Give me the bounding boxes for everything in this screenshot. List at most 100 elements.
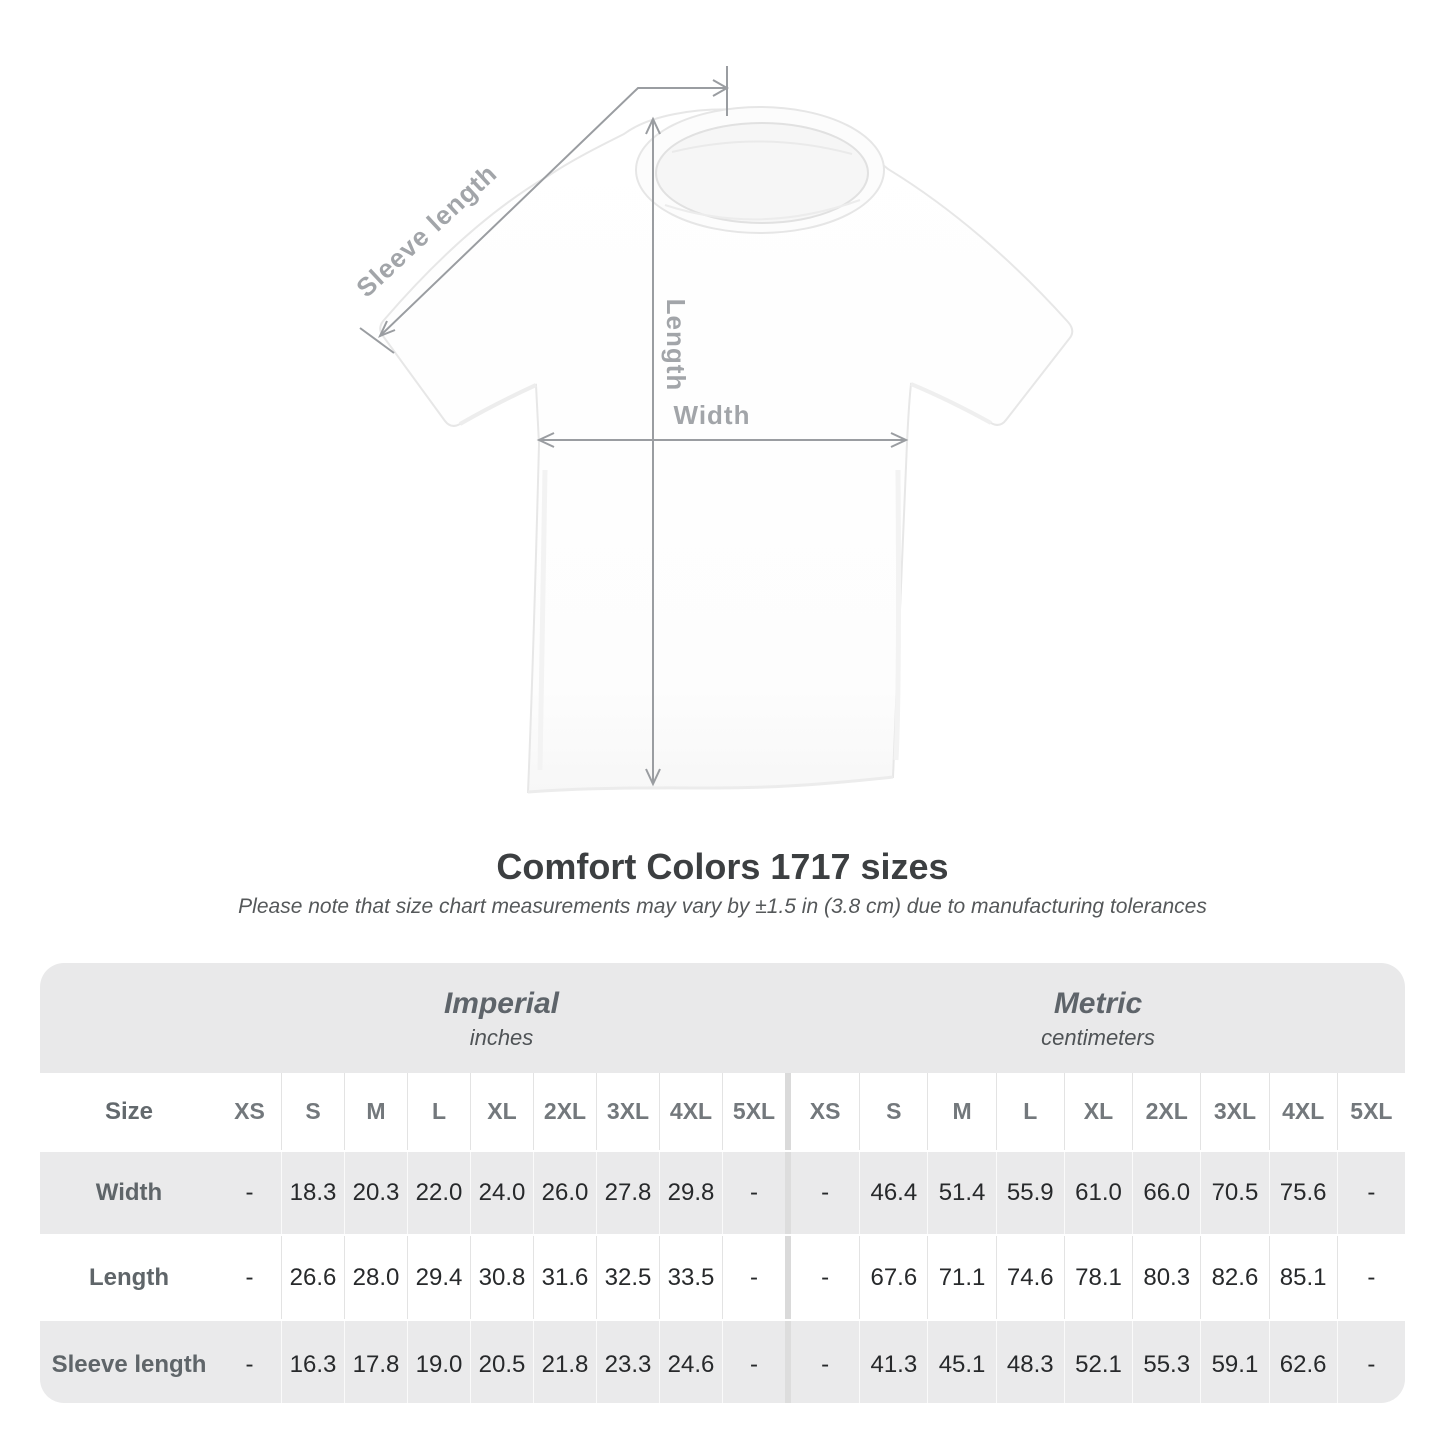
metric-value-cell: 5XL (1336, 1073, 1405, 1150)
tolerance-note: Please note that size chart measurements… (238, 895, 1207, 918)
imperial-value-cell: 33.5 (659, 1236, 722, 1319)
imperial-unit: inches (469, 1025, 534, 1050)
imperial-value-cell: 29.8 (659, 1152, 722, 1234)
sleeve-end-tick (359, 327, 395, 354)
metric-value-cell: 71.1 (927, 1236, 995, 1319)
metric-value-cell: 67.6 (859, 1236, 927, 1319)
table-row: Width -18.3 20.3 22.0 24.0 26.0 27.8 29.8- -46.4… (40, 1150, 1405, 1236)
imperial-value-cell: 20.3 (344, 1152, 407, 1234)
metric-value-cell: L (995, 1073, 1064, 1150)
arrow-down-icon (645, 768, 661, 787)
metric-value-cell: - (1336, 1321, 1405, 1403)
metric-value-cell: 3XL (1200, 1073, 1268, 1150)
arrow-left-icon (536, 432, 555, 448)
imperial-value-cell: XS (234, 1098, 265, 1124)
table-row: Length -26.6 28.0 29.4 30.8 31.6 32.5 33.5- -67.… (40, 1236, 1405, 1319)
arrow-right-icon (712, 79, 730, 97)
width-line (536, 432, 909, 448)
imperial-value-cell: 24.6 (659, 1321, 722, 1403)
metric-value-cell: 78.1 (1063, 1236, 1132, 1319)
metric-value-cell: 51.4 (927, 1152, 995, 1234)
section-divider (785, 1073, 791, 1150)
tshirt-figure-svg: Sleeve length Length Width (350, 66, 1074, 794)
arrow-down-left-icon (378, 320, 396, 338)
metric-value-cell: M (927, 1073, 995, 1150)
imperial-value-cell: - (245, 1179, 254, 1206)
imperial-value-cell: - (722, 1236, 785, 1319)
imperial-value-cell: 23.3 (596, 1321, 659, 1403)
imperial-value-cell: 22.0 (407, 1152, 470, 1234)
metric-value-cell: 85.1 (1268, 1236, 1337, 1319)
metric-value-cell: 80.3 (1132, 1236, 1200, 1319)
imperial-value-cell: 29.4 (407, 1236, 470, 1319)
metric-value-cell: XL (1063, 1073, 1132, 1150)
imperial-value-cell: XL (470, 1073, 533, 1150)
imperial-value-cell: 27.8 (596, 1152, 659, 1234)
imperial-value-cell: M (344, 1073, 407, 1150)
section-divider (785, 1152, 791, 1234)
arrow-up-icon (645, 116, 661, 135)
arrow-right-icon (890, 432, 909, 448)
imperial-value-cell: L (407, 1073, 470, 1150)
collar-opening (655, 122, 869, 224)
metric-value-cell: 74.6 (995, 1236, 1064, 1319)
imperial-value-cell: - (722, 1152, 785, 1234)
size-header-row: Size XS S M L XL 2XL 3XL 4XL 5XL XS S M L XL 2XL 3XL 4XL 5… (40, 1073, 1405, 1150)
metric-value-cell: - (1336, 1236, 1405, 1319)
imperial-value-cell: 17.8 (344, 1321, 407, 1403)
imperial-value-cell: 20.5 (470, 1321, 533, 1403)
metric-value-cell: 61.0 (1063, 1152, 1132, 1234)
metric-value-cell: 46.4 (859, 1152, 927, 1234)
imperial-value-cell: - (245, 1351, 254, 1378)
metric-title: Metric (1053, 987, 1143, 1020)
metric-value-cell: 52.1 (1063, 1321, 1132, 1403)
imperial-value-cell: 3XL (596, 1073, 659, 1150)
metric-value-cell: 70.5 (1200, 1152, 1268, 1234)
metric-value-cell: 62.6 (1268, 1321, 1337, 1403)
metric-header: Metric centimeters (791, 963, 1405, 1073)
width-label: Width (674, 400, 751, 430)
sleeve-length-line (359, 66, 730, 354)
metric-value-cell: 2XL (1132, 1073, 1200, 1150)
tshirt-drawing (379, 106, 1074, 794)
metric-value-cell: 4XL (1268, 1073, 1337, 1150)
imperial-value-cell: 24.0 (470, 1152, 533, 1234)
unit-header-band: Imperial inches Metric centimeters (40, 963, 1405, 1073)
metric-unit: centimeters (1041, 1025, 1155, 1050)
row-label-cell: Size (104, 1097, 154, 1125)
metric-value-cell: 48.3 (995, 1321, 1064, 1403)
row-label-cell: Width (95, 1179, 163, 1206)
imperial-value-cell: 19.0 (407, 1321, 470, 1403)
imperial-value-cell: 26.6 (281, 1236, 344, 1319)
imperial-value-cell: 26.0 (533, 1152, 596, 1234)
page-title: Comfort Colors 1717 sizes (496, 846, 949, 887)
metric-value-cell: 55.9 (995, 1152, 1064, 1234)
imperial-title: Imperial (443, 987, 560, 1020)
imperial-value-cell: 16.3 (281, 1321, 344, 1403)
imperial-value-cell: 4XL (659, 1073, 722, 1150)
metric-value-cell: 75.6 (1268, 1152, 1337, 1234)
metric-value-cell: 82.6 (1200, 1236, 1268, 1319)
imperial-value-cell: 21.8 (533, 1321, 596, 1403)
metric-value-cell: 55.3 (1132, 1321, 1200, 1403)
imperial-value-cell: 31.6 (533, 1236, 596, 1319)
size-table-body: Size XS S M L XL 2XL 3XL 4XL 5XL XS S M L XL 2XL 3XL 4XL 5… (40, 1073, 1405, 1403)
imperial-value-cell: 32.5 (596, 1236, 659, 1319)
imperial-value-cell: 5XL (722, 1073, 785, 1150)
imperial-header: Imperial inches (218, 963, 785, 1073)
size-table: Imperial inches Metric centimeters Size X… (40, 963, 1405, 1403)
section-divider (785, 1321, 791, 1403)
imperial-value-cell: 2XL (533, 1073, 596, 1150)
row-label-cell: Length (89, 1263, 169, 1291)
metric-value-cell: XS (809, 1098, 841, 1124)
imperial-value-cell: - (245, 1263, 254, 1291)
section-divider (785, 1236, 791, 1319)
table-row: Sleeve length -16.3 17.8 19.0 20.5 21.8 23.3 24… (40, 1319, 1405, 1403)
imperial-value-cell: - (722, 1321, 785, 1403)
metric-value-cell: 59.1 (1200, 1321, 1268, 1403)
measurement-lines (359, 66, 909, 787)
metric-value-cell: - (821, 1263, 830, 1291)
row-label-cell: Sleeve length (51, 1351, 207, 1378)
tshirt-measurement-figure: Sleeve length Length Width (350, 66, 1074, 794)
metric-value-cell: - (1336, 1152, 1405, 1234)
